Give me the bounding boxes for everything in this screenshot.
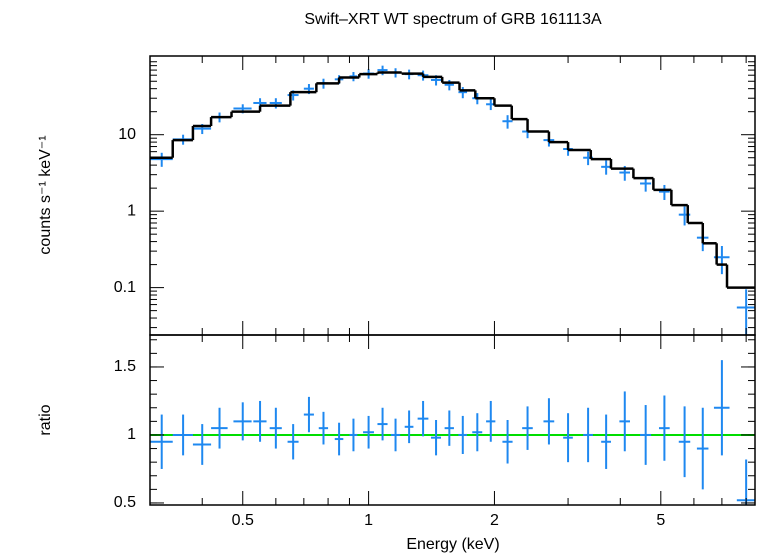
y-tick-label: 1	[127, 202, 136, 219]
x-tick-label: 1	[364, 512, 373, 529]
axes-frame	[149, 334, 756, 506]
x-tick-label: 2	[490, 512, 499, 529]
x-tick-label: 5	[656, 512, 665, 529]
y-axis-label: ratio	[37, 404, 54, 435]
chart-title: Swift–XRT WT spectrum of GRB 161113A	[304, 11, 602, 28]
y-tick-label: 1.5	[114, 358, 136, 375]
x-axis-label: Energy (keV)	[406, 536, 499, 553]
y-tick-label: 1	[127, 426, 136, 443]
x-tick-label: 0.5	[232, 512, 254, 529]
plot-area	[150, 65, 755, 335]
y-tick-label: 0.1	[114, 279, 136, 296]
y-axis-label: counts s⁻¹ keV⁻¹	[37, 135, 54, 254]
plot-area	[150, 360, 755, 505]
y-tick-label: 0.5	[114, 494, 136, 511]
y-tick-label: 10	[118, 126, 136, 143]
